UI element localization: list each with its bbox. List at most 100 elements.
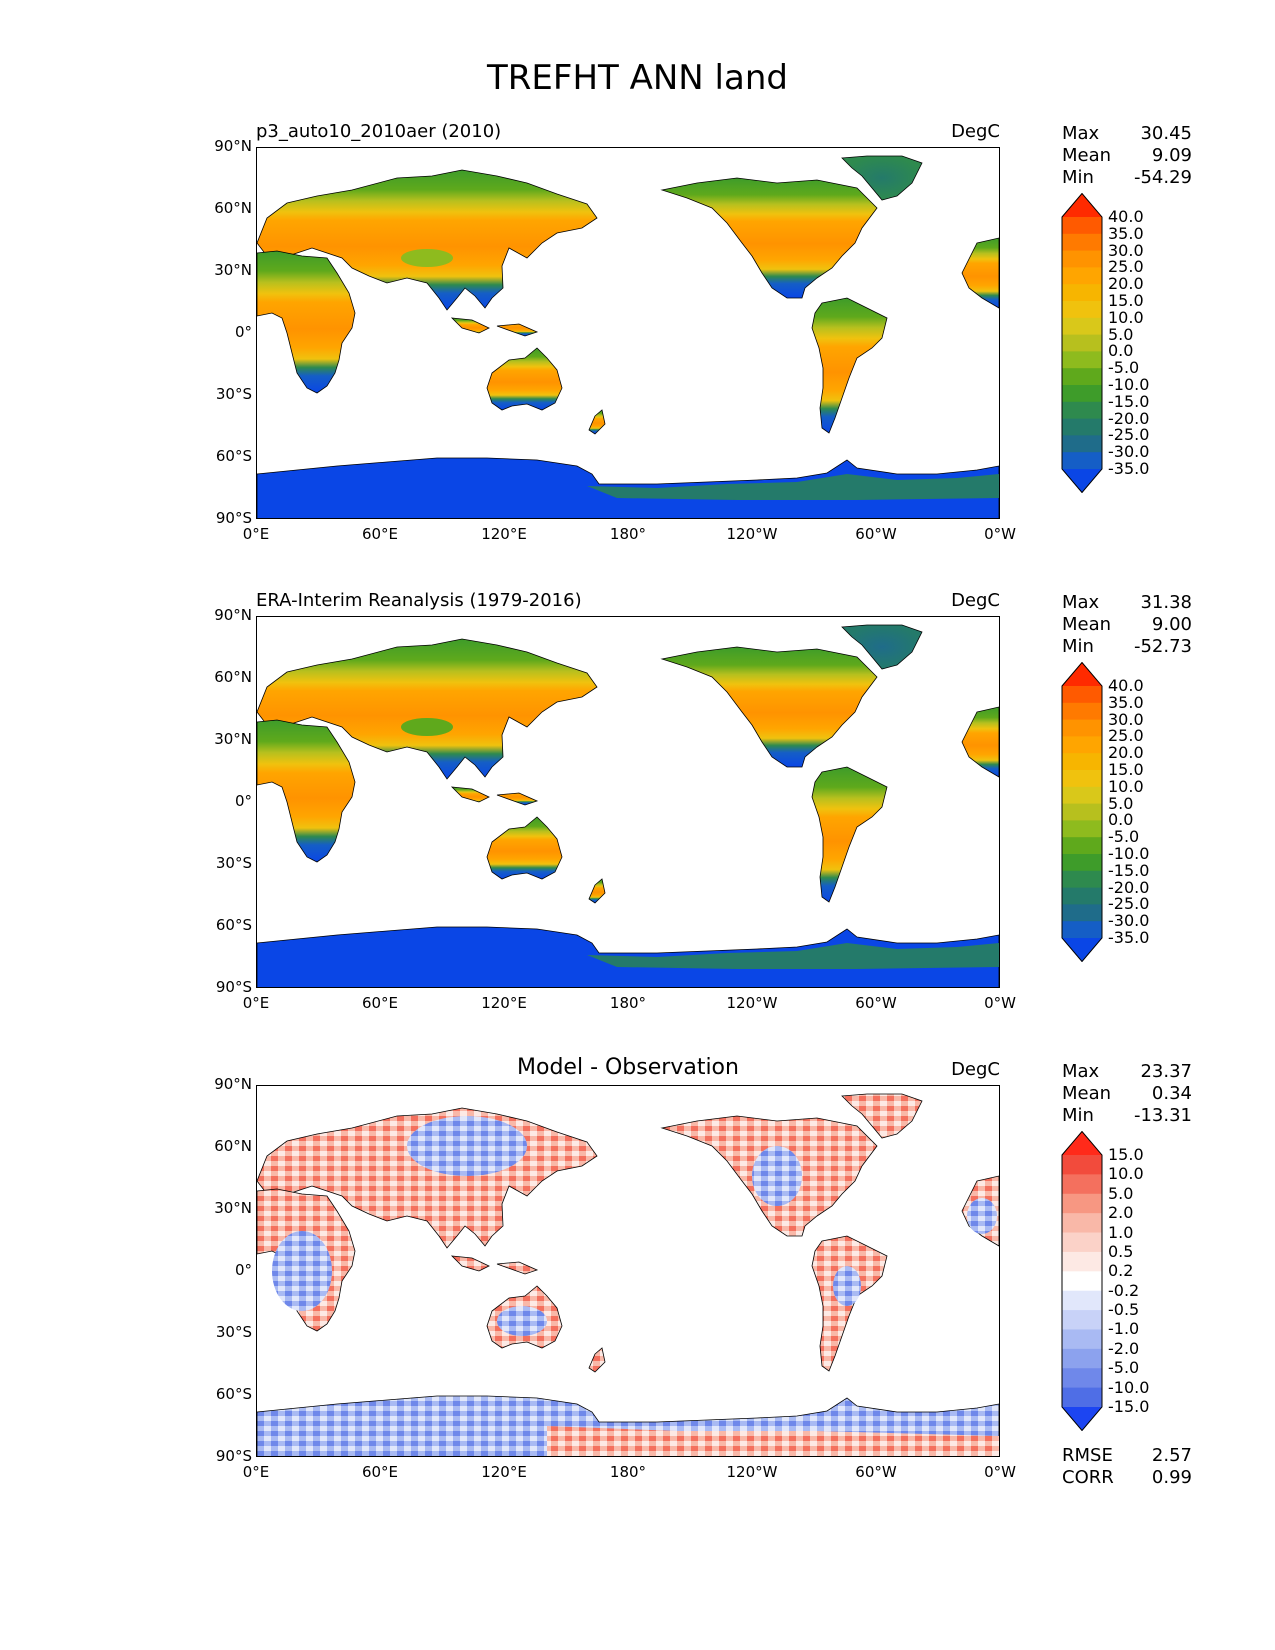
colorbar-label: -30.0 <box>1108 442 1150 462</box>
lat-label: 90°S <box>215 1447 252 1465</box>
colorbar-swatch <box>1062 1213 1102 1234</box>
stat-value: 9.00 <box>1151 614 1192 635</box>
colorbar-swatch <box>1062 1193 1102 1214</box>
colorbar-label: 15.0 <box>1108 760 1144 779</box>
colorbar-swatch <box>1062 469 1102 493</box>
lat-label: 90°N <box>214 1075 252 1093</box>
stat-label: Max <box>1062 1061 1100 1082</box>
map-plot <box>256 1085 1000 1457</box>
colorbar-label: -1.0 <box>1108 1319 1140 1339</box>
colorbar-label: -10.0 <box>1108 375 1150 394</box>
colorbar <box>1060 193 1106 493</box>
colorbar-label: -10.0 <box>1108 1377 1150 1397</box>
colorbar-swatch <box>1062 284 1102 302</box>
lat-label: 60°N <box>214 1137 252 1155</box>
colorbar-outline <box>1061 193 1103 493</box>
colorbar-swatch <box>1062 736 1102 754</box>
colorbar-label: 20.0 <box>1108 743 1144 763</box>
antarctica <box>257 926 999 987</box>
colorbar-label: 10.0 <box>1108 776 1144 796</box>
colorbar-swatch <box>1062 702 1102 721</box>
panel-units: DegC <box>951 590 1000 611</box>
colorbar-label: 15.0 <box>1108 1145 1144 1164</box>
land-masses <box>257 1093 999 1373</box>
lon-label: 120°W <box>726 994 778 1012</box>
colorbar-swatch <box>1062 435 1102 453</box>
colorbar-swatch <box>1062 870 1102 889</box>
lat-label: 0° <box>234 323 252 341</box>
colorbar-label: -2.0 <box>1108 1338 1140 1358</box>
colorbar-swatch <box>1062 854 1102 872</box>
colorbar-label: -0.5 <box>1108 1300 1140 1320</box>
land-masses <box>257 638 999 904</box>
colorbar-swatch <box>1062 217 1102 235</box>
stat-value: 0.34 <box>1151 1083 1192 1104</box>
stats-box: Max 30.45 Mean 9.09 Min -54.29 <box>1062 123 1192 189</box>
lon-label: 180° <box>609 525 647 543</box>
lat-label: 60°S <box>215 916 252 934</box>
colorbar <box>1060 1131 1106 1431</box>
lon-label: 120°W <box>726 525 778 543</box>
colorbar-label: -15.0 <box>1108 1397 1150 1416</box>
colorbar-label: 25.0 <box>1108 257 1144 277</box>
main-title: TREFHT ANN land <box>487 58 788 98</box>
lat-label: 90°S <box>215 978 252 996</box>
colorbar-swatch <box>1062 1131 1102 1155</box>
lon-label: 120°W <box>726 1463 778 1481</box>
colorbar-label: 20.0 <box>1108 274 1144 294</box>
colorbar-swatch <box>1062 719 1102 737</box>
lat-label: 90°N <box>214 137 252 155</box>
colorbar-swatch <box>1062 452 1102 470</box>
stat-label: Max <box>1062 592 1100 613</box>
stats-box: Max 31.38 Mean 9.00 Min -52.73 <box>1062 592 1192 658</box>
colorbar-label: 0.0 <box>1108 341 1134 361</box>
colorbar-swatch <box>1062 1232 1102 1253</box>
colorbar-label: 2.0 <box>1108 1203 1134 1223</box>
colorbar-swatch <box>1062 1368 1102 1389</box>
panel-title: Model - Observation <box>517 1055 739 1080</box>
stat-value: 31.38 <box>1140 592 1192 613</box>
colorbar-label: -35.0 <box>1108 459 1150 478</box>
stat-value: 30.45 <box>1140 123 1192 144</box>
colorbar-label: 5.0 <box>1108 793 1134 813</box>
stat-value: 23.37 <box>1140 1061 1192 1082</box>
lon-label: 120°E <box>481 1463 527 1481</box>
colorbar-swatch <box>1062 820 1102 838</box>
stat-label: Mean <box>1062 145 1112 166</box>
stat-label: Min <box>1062 636 1094 657</box>
colorbar-swatch <box>1062 753 1102 771</box>
stat-label: Max <box>1062 123 1100 144</box>
lon-label: 0°E <box>242 994 270 1012</box>
colorbar-label: -10.0 <box>1108 844 1150 863</box>
colorbar-swatch <box>1062 662 1102 686</box>
panel-title: ERA-Interim Reanalysis (1979-2016) <box>256 590 582 611</box>
lat-label: 30°N <box>214 730 252 748</box>
colorbar-swatch <box>1062 1329 1102 1350</box>
lat-label: 90°S <box>215 509 252 527</box>
colorbar-swatch <box>1062 803 1102 821</box>
negative-anomalies <box>272 1116 997 1336</box>
stat-value: 0.99 <box>1151 1467 1192 1488</box>
map-canvas <box>257 624 999 987</box>
colorbar-label: 0.0 <box>1108 810 1134 830</box>
colorbar-swatch <box>1062 351 1102 369</box>
colorbar-label: -15.0 <box>1108 860 1150 880</box>
colorbar-label: 10.0 <box>1108 1164 1144 1184</box>
colorbar-swatch <box>1062 786 1102 805</box>
colorbar-swatch <box>1062 837 1102 855</box>
stat-label: CORR <box>1062 1467 1114 1488</box>
map-canvas <box>257 1093 999 1456</box>
colorbar-label: -25.0 <box>1108 425 1150 445</box>
stat-value: -52.73 <box>1133 636 1192 657</box>
panel-units: DegC <box>951 1059 1000 1080</box>
colorbar-swatch <box>1062 887 1102 905</box>
lon-label: 180° <box>609 994 647 1012</box>
lat-label: 30°N <box>214 1199 252 1217</box>
stat-label: Mean <box>1062 614 1112 635</box>
colorbar-label: 25.0 <box>1108 726 1144 746</box>
stat-value: 2.57 <box>1151 1445 1192 1466</box>
panel-difference: Model - Observation DegC <box>0 1055 1275 1519</box>
stat-label: Min <box>1062 167 1094 188</box>
stat-label: Min <box>1062 1105 1094 1126</box>
colorbar-swatches <box>1061 1131 1103 1431</box>
